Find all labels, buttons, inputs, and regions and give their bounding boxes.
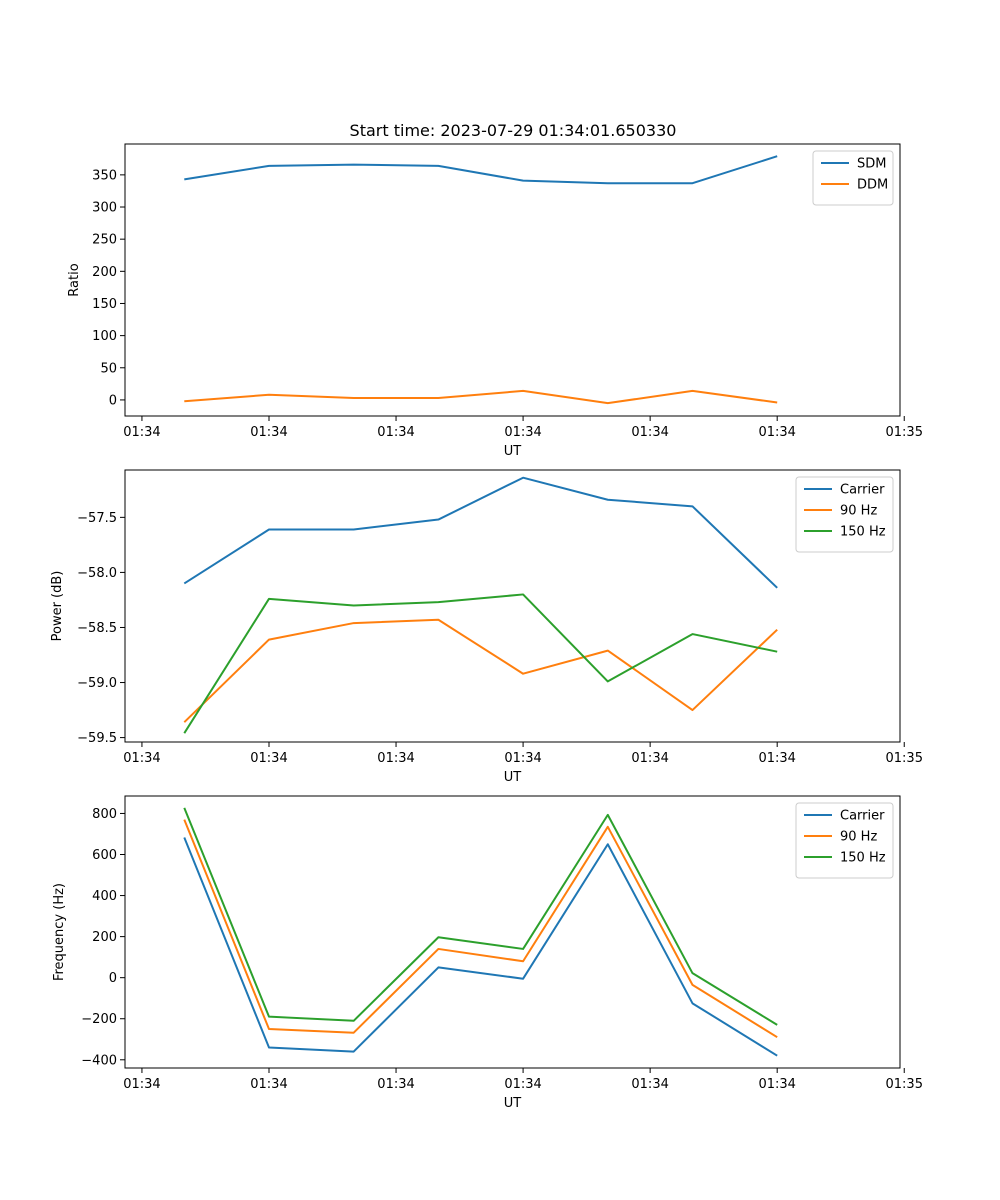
- frequency-y-tick-label: 200: [92, 930, 117, 945]
- frequency-y-tick-label: 600: [92, 848, 117, 863]
- frequency-y-axis-label: Frequency (Hz): [52, 883, 67, 981]
- ratio-y-tick-label: 250: [92, 233, 117, 248]
- ratio-y-tick-label: 350: [92, 168, 117, 183]
- power-x-tick-label: 01:34: [758, 751, 795, 766]
- power-y-tick-label: −59.5: [77, 731, 117, 746]
- ratio-y-tick-label: 200: [92, 265, 117, 280]
- frequency-series-150-hz-line: [183, 807, 778, 1026]
- power-series-90-hz-line: [183, 618, 778, 723]
- frequency-x-tick-label: 01:35: [886, 1077, 923, 1092]
- power-x-axis-label: UT: [504, 770, 522, 785]
- power-axes-frame: [124, 469, 901, 743]
- power-x-tick-label: 01:34: [250, 751, 287, 766]
- power-x-tick-label: 01:34: [631, 751, 668, 766]
- frequency-x-axis-label: UT: [504, 1096, 522, 1111]
- power-x-tick-label: 01:35: [886, 751, 923, 766]
- power-y-tick-label: −58.5: [77, 621, 117, 636]
- frequency-series-90-hz-line: [183, 819, 778, 1039]
- ratio-axes-frame: [124, 143, 901, 417]
- power-legend: [795, 476, 894, 553]
- ratio-y-tick-label: 150: [92, 297, 117, 312]
- ratio-y-tick-label: 0: [109, 393, 117, 408]
- ratio-x-tick-label: 01:35: [886, 425, 923, 440]
- power-panel: 01:34 01:34 01:34 01:34 01:34 01:34 01:35 −59.5…: [50, 469, 923, 785]
- ratio-y-tick-label: 50: [100, 361, 117, 376]
- ratio-x-tick-label: 01:34: [123, 425, 160, 440]
- power-y-tick-label: −58.0: [77, 566, 117, 581]
- frequency-x-tick-label: 01:34: [504, 1077, 541, 1092]
- ratio-y-tick-label: 100: [92, 329, 117, 344]
- power-x-tick-label: 01:34: [377, 751, 414, 766]
- power-y-tick-label: −57.5: [77, 511, 117, 526]
- power-plot-area: [125, 470, 900, 742]
- frequency-x-tick-label: 01:34: [758, 1077, 795, 1092]
- frequency-legend-label-150-hz: 150 Hz: [840, 851, 886, 866]
- ratio-x-tick-label: 01:34: [631, 425, 668, 440]
- power-series-150-hz-line: [183, 593, 778, 734]
- ratio-series-ddm-line: [184, 389, 778, 405]
- power-legend-label-150-hz: 150 Hz: [840, 525, 886, 540]
- frequency-legend-label-carrier: Carrier: [840, 809, 885, 824]
- frequency-x-tick-label: 01:34: [250, 1077, 287, 1092]
- ratio-legend: [812, 150, 894, 206]
- power-y-axis-label: Power (dB): [50, 571, 65, 642]
- frequency-x-tick-label: 01:34: [377, 1077, 414, 1092]
- frequency-y-tick-label: 0: [109, 971, 117, 986]
- power-series-carrier-line: [183, 476, 778, 589]
- frequency-y-tick-label: −400: [81, 1053, 117, 1068]
- ratio-plot-area: [125, 144, 900, 416]
- ratio-y-tick-label: 300: [92, 201, 117, 216]
- frequency-y-tick-label: 400: [92, 889, 117, 904]
- frequency-series-carrier-line: [183, 837, 778, 1057]
- figure-title: Start time: 2023-07-29 01:34:01.650330: [350, 121, 677, 140]
- ratio-x-axis-label: UT: [504, 444, 522, 459]
- power-x-tick-label: 01:34: [123, 751, 160, 766]
- ratio-series-sdm-line: [184, 155, 778, 185]
- ratio-legend-label-sdm: SDM: [857, 157, 886, 172]
- ratio-x-tick-label: 01:34: [250, 425, 287, 440]
- frequency-x-tick-label: 01:34: [123, 1077, 160, 1092]
- power-x-tick-label: 01:34: [504, 751, 541, 766]
- frequency-plot-area: [125, 796, 900, 1068]
- ratio-y-axis-label: Ratio: [67, 263, 82, 296]
- frequency-legend-label-90-hz: 90 Hz: [840, 830, 877, 845]
- power-y-tick-label: −59.0: [77, 676, 117, 691]
- ratio-x-tick-label: 01:34: [758, 425, 795, 440]
- frequency-legend: [795, 802, 894, 879]
- power-legend-label-90-hz: 90 Hz: [840, 504, 877, 519]
- ratio-legend-label-ddm: DDM: [857, 178, 888, 193]
- ratio-x-tick-label: 01:34: [504, 425, 541, 440]
- frequency-y-tick-label: 800: [92, 807, 117, 822]
- frequency-y-tick-label: −200: [81, 1012, 117, 1027]
- frequency-panel: 01:34 01:34 01:34 01:34 01:34 01:34 01:35 −400 −…: [52, 795, 923, 1111]
- power-legend-label-carrier: Carrier: [840, 483, 885, 498]
- ratio-x-tick-label: 01:34: [377, 425, 414, 440]
- frequency-x-tick-label: 01:34: [631, 1077, 668, 1092]
- ratio-panel: 01:34 01:34 01:34 01:34 01:34 01:34 01:35 0 50 10…: [67, 143, 923, 459]
- frequency-axes-frame: [124, 795, 901, 1069]
